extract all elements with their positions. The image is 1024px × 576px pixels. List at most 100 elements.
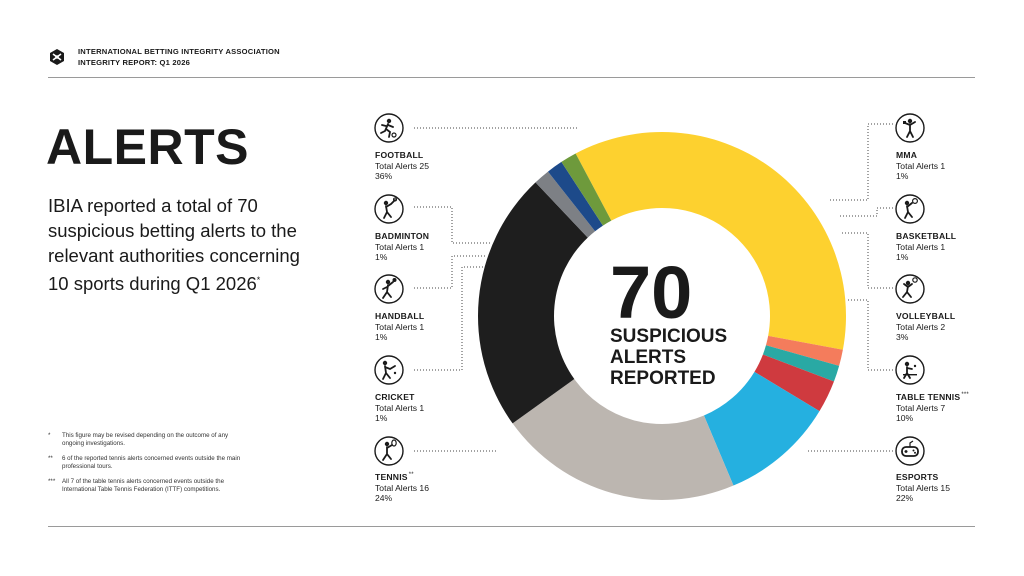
sport-label-football: FOOTBALL Total Alerts 25 36% bbox=[375, 150, 429, 182]
page-title: ALERTS bbox=[46, 119, 249, 175]
sport-name-row: BASKETBALL bbox=[896, 231, 956, 242]
sport-name: TENNIS bbox=[375, 472, 408, 482]
sport-name: BASKETBALL bbox=[896, 231, 957, 241]
center-value: 70 bbox=[610, 251, 692, 334]
lead-footnote-mark: * bbox=[256, 275, 261, 285]
sport-percent: 22% bbox=[896, 493, 914, 503]
sport-alerts: Total Alerts 1 bbox=[375, 402, 425, 413]
table-tennis-icon bbox=[895, 355, 925, 385]
header-text: INTERNATIONAL BETTING INTEGRITY ASSOCIAT… bbox=[78, 46, 280, 68]
footnote-mark: ** bbox=[48, 454, 53, 462]
sport-name-row: FOOTBALL bbox=[375, 150, 429, 161]
sport-name-row: VOLLEYBALL bbox=[896, 311, 955, 322]
footnote-text: 6 of the reported tennis alerts concerne… bbox=[62, 454, 241, 471]
esports-icon bbox=[895, 436, 925, 466]
sport-percent: 1% bbox=[896, 171, 909, 181]
sport-alerts: Total Alerts 1 bbox=[896, 160, 946, 171]
sport-percent: 10% bbox=[896, 413, 914, 423]
mma-icon bbox=[895, 113, 925, 143]
donut-slice-esports bbox=[512, 379, 734, 500]
volleyball-icon bbox=[895, 274, 925, 304]
footnote: ** 6 of the reported tennis alerts concer… bbox=[48, 455, 248, 472]
lead-paragraph: IBIA reported a total of 70 suspicious b… bbox=[48, 193, 318, 296]
footnote: *** All 7 of the table tennis alerts conc… bbox=[48, 478, 248, 495]
football-icon bbox=[374, 113, 404, 143]
lead-text: IBIA reported a total of 70 suspicious b… bbox=[48, 195, 300, 295]
center-text: REPORTED bbox=[610, 368, 716, 389]
sport-label-esports: ESPORTS Total Alerts 15 22% bbox=[896, 472, 950, 504]
sport-label-cricket: CRICKET Total Alerts 1 1% bbox=[375, 392, 424, 424]
donut-slice-basketball bbox=[762, 345, 840, 382]
sport-name-row: MMA bbox=[896, 150, 945, 161]
sport-footnote-mark: *** bbox=[961, 392, 969, 398]
sport-alerts: Total Alerts 2 bbox=[896, 321, 946, 332]
sport-name: FOOTBALL bbox=[375, 150, 424, 160]
leader-line-cricket bbox=[414, 266, 484, 371]
report-name: INTEGRITY REPORT: Q1 2026 bbox=[78, 58, 191, 67]
sport-name-row: HANDBALL bbox=[375, 311, 424, 322]
sport-percent: 1% bbox=[375, 332, 388, 342]
center-text: SUSPICIOUS bbox=[610, 326, 727, 347]
sport-name-row: TENNIS ** bbox=[375, 472, 429, 483]
cricket-icon bbox=[374, 355, 404, 385]
report-header: INTERNATIONAL BETTING INTEGRITY ASSOCIAT… bbox=[48, 46, 280, 68]
sport-name: BADMINTON bbox=[375, 231, 430, 241]
ibia-logo-icon bbox=[50, 49, 64, 65]
donut-slice-mma bbox=[765, 335, 843, 366]
sport-alerts: Total Alerts 25 bbox=[375, 160, 429, 171]
sport-alerts: Total Alerts 1 bbox=[375, 321, 425, 332]
sport-name: ESPORTS bbox=[896, 472, 939, 482]
sport-label-mma: MMA Total Alerts 1 1% bbox=[896, 150, 945, 182]
sport-name: VOLLEYBALL bbox=[896, 311, 956, 321]
handball-icon bbox=[374, 274, 404, 304]
leader-line-handball bbox=[414, 255, 486, 289]
leader-line-mma bbox=[830, 123, 893, 201]
sport-percent: 36% bbox=[375, 171, 393, 181]
footnote-mark: * bbox=[48, 432, 51, 439]
tennis-icon bbox=[374, 436, 404, 466]
sport-name: TABLE TENNIS bbox=[896, 392, 961, 402]
donut-slice-volleyball bbox=[754, 354, 834, 412]
sport-footnote-mark: ** bbox=[408, 472, 414, 478]
donut-slice-cricket bbox=[535, 171, 596, 238]
basketball-icon bbox=[895, 194, 925, 224]
sport-percent: 1% bbox=[896, 252, 909, 262]
sport-alerts: Total Alerts 1 bbox=[896, 241, 946, 252]
sport-percent: 1% bbox=[375, 413, 388, 423]
sport-name: MMA bbox=[896, 150, 918, 160]
footnote-text: All 7 of the table tennis alerts concern… bbox=[62, 477, 225, 494]
bottom-rule bbox=[48, 526, 975, 527]
leader-line-basketball bbox=[840, 207, 893, 217]
sport-alerts: Total Alerts 7 bbox=[896, 402, 946, 413]
sport-name-row: TABLE TENNIS *** bbox=[896, 392, 969, 403]
badminton-icon bbox=[374, 194, 404, 224]
sport-name-row: ESPORTS bbox=[896, 472, 950, 483]
sport-label-tennis: TENNIS ** Total Alerts 16 24% bbox=[375, 472, 429, 504]
sport-label-volleyball: VOLLEYBALL Total Alerts 2 3% bbox=[896, 311, 955, 343]
sport-name: CRICKET bbox=[375, 392, 415, 402]
sport-alerts: Total Alerts 1 bbox=[375, 241, 425, 252]
donut-slice-football bbox=[575, 132, 846, 350]
donut-slice-table_tennis bbox=[703, 371, 820, 486]
sport-alerts: Total Alerts 15 bbox=[896, 482, 950, 493]
sport-name: HANDBALL bbox=[375, 311, 425, 321]
sport-name-row: BADMINTON bbox=[375, 231, 429, 242]
footnote: * This figure may be revised depending on… bbox=[48, 432, 248, 449]
leader-line-table_tennis bbox=[846, 299, 893, 371]
sport-label-badminton: BADMINTON Total Alerts 1 1% bbox=[375, 231, 429, 263]
center-text: ALERTS bbox=[610, 347, 686, 368]
donut-slice-badminton bbox=[561, 153, 612, 226]
sport-alerts: Total Alerts 16 bbox=[375, 482, 429, 493]
sport-label-basketball: BASKETBALL Total Alerts 1 1% bbox=[896, 231, 956, 263]
org-name: INTERNATIONAL BETTING INTEGRITY ASSOCIAT… bbox=[78, 47, 280, 56]
sport-label-table_tennis: TABLE TENNIS *** Total Alerts 7 10% bbox=[896, 392, 969, 424]
footnotes: * This figure may be revised depending on… bbox=[48, 432, 248, 500]
sport-percent: 1% bbox=[375, 252, 388, 262]
donut-slice-handball bbox=[547, 161, 603, 232]
sport-percent: 3% bbox=[896, 332, 909, 342]
donut-slice-tennis bbox=[478, 182, 588, 424]
leader-line-volleyball bbox=[842, 232, 893, 289]
footnote-mark: *** bbox=[48, 477, 56, 485]
leader-line-badminton bbox=[414, 206, 490, 244]
